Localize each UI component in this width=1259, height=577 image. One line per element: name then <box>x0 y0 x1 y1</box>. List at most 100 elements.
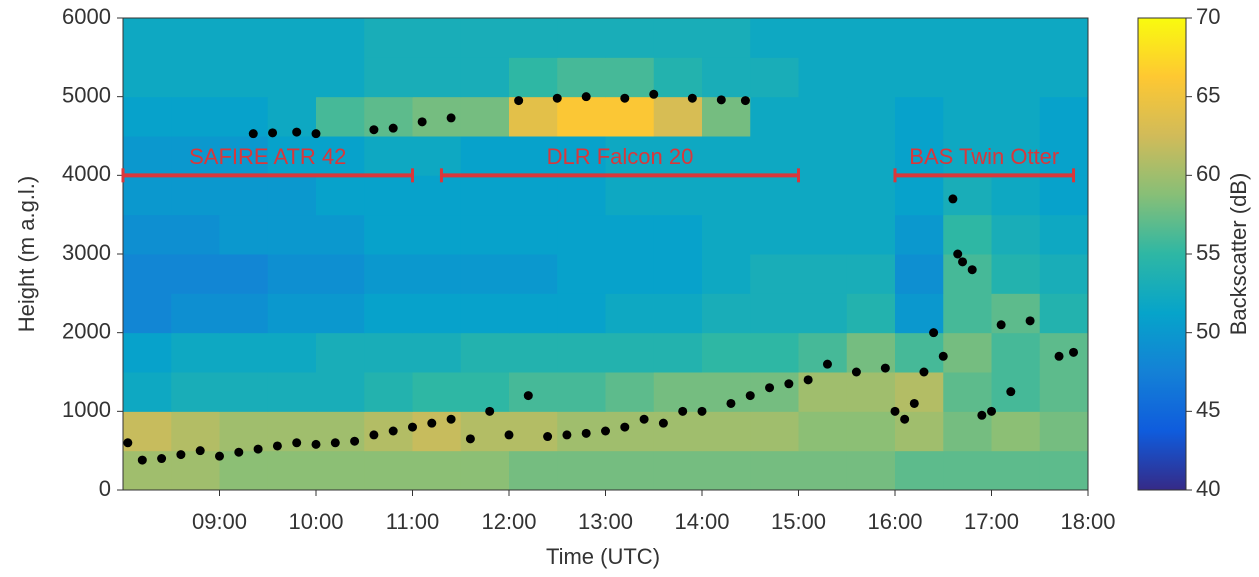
cloud-base-point <box>620 93 630 103</box>
cloud-base-point <box>176 450 186 460</box>
heatmap-cell <box>702 57 751 98</box>
colorbar-tick-label: 65 <box>1196 82 1220 107</box>
heatmap-cell <box>171 175 220 216</box>
y-axis-title: Height (m a.g.l.) <box>14 176 39 333</box>
cloud-base-point <box>1025 316 1035 326</box>
x-tick-label: 10:00 <box>288 509 343 534</box>
heatmap-cell <box>460 96 510 137</box>
cloud-base-point <box>958 257 968 267</box>
cloud-base-point <box>137 455 147 465</box>
heatmap-cell <box>219 293 269 334</box>
heatmap-cell <box>460 214 510 255</box>
y-tick-label: 5000 <box>62 82 111 107</box>
heatmap-cell <box>219 175 269 216</box>
heatmap-cell <box>702 372 751 412</box>
heatmap-cell <box>267 214 317 255</box>
heatmap-cell <box>750 372 799 412</box>
heatmap-cell <box>750 18 799 58</box>
cloud-base-point <box>465 434 475 444</box>
cloud-base-point <box>562 430 572 440</box>
heatmap-cell <box>605 96 655 137</box>
heatmap-cell <box>1039 293 1089 334</box>
heatmap-cell <box>460 136 510 176</box>
heatmap-cell <box>219 411 269 452</box>
heatmap-cell <box>460 450 510 491</box>
cloud-base-point <box>427 418 437 428</box>
heatmap-cell <box>798 96 848 137</box>
heatmap-cell <box>509 450 558 491</box>
heatmap-cell <box>1039 136 1089 176</box>
cloud-base-point <box>292 438 302 448</box>
heatmap-cell <box>557 136 606 176</box>
cloud-base-point <box>350 436 360 446</box>
heatmap-cell <box>267 450 317 491</box>
cloud-base-point <box>552 93 562 103</box>
heatmap-cell <box>219 450 269 491</box>
cloud-base-point <box>909 398 919 408</box>
heatmap-cell <box>943 18 992 58</box>
heatmap-cell <box>798 332 848 373</box>
heatmap-cell <box>171 293 220 334</box>
heatmap-cell <box>895 214 944 255</box>
colorbar-tick-label: 60 <box>1196 161 1220 186</box>
heatmap-cell <box>509 175 558 216</box>
heatmap <box>123 18 1089 491</box>
heatmap-cell <box>702 254 751 294</box>
heatmap-cell <box>412 18 462 58</box>
heatmap-cell <box>653 57 703 98</box>
heatmap-cell <box>267 293 317 334</box>
heatmap-cell <box>557 214 606 255</box>
heatmap-cell <box>364 18 413 58</box>
cloud-base-point <box>649 89 659 99</box>
heatmap-cell <box>171 254 220 294</box>
cloud-base-point <box>369 125 379 135</box>
heatmap-cell <box>509 136 558 176</box>
heatmap-cell <box>364 214 413 255</box>
heatmap-cell <box>653 411 703 452</box>
heatmap-cell <box>509 18 558 58</box>
heatmap-cell <box>702 136 751 176</box>
cloud-base-point <box>369 430 379 440</box>
x-tick-label: 16:00 <box>867 509 922 534</box>
heatmap-cell <box>364 372 413 412</box>
heatmap-cell <box>316 18 365 58</box>
heatmap-cell <box>798 214 848 255</box>
heatmap-cell <box>943 450 992 491</box>
heatmap-cell <box>750 332 799 373</box>
heatmap-cell <box>557 254 606 294</box>
heatmap-cell <box>653 214 703 255</box>
heatmap-cell <box>219 18 269 58</box>
heatmap-cell <box>171 57 220 98</box>
heatmap-cell <box>1039 372 1089 412</box>
cloud-base-point <box>417 117 427 127</box>
heatmap-cell <box>412 136 462 176</box>
cloud-base-point <box>504 430 514 440</box>
cloud-base-point <box>446 414 456 424</box>
heatmap-cell <box>267 18 317 58</box>
colorbar-tick-label: 50 <box>1196 318 1220 343</box>
heatmap-cell <box>798 293 848 334</box>
heatmap-cell <box>123 214 172 255</box>
heatmap-cell <box>846 293 896 334</box>
heatmap-cell <box>943 214 992 255</box>
cloud-base-point <box>929 328 939 338</box>
heatmap-cell <box>895 18 944 58</box>
heatmap-cell <box>460 293 510 334</box>
heatmap-cell <box>895 254 944 294</box>
heatmap-cell <box>605 450 655 491</box>
heatmap-cell <box>460 332 510 373</box>
heatmap-cell <box>653 450 703 491</box>
heatmap-cell <box>219 254 269 294</box>
cloud-base-point <box>253 444 263 454</box>
heatmap-cell <box>798 136 848 176</box>
heatmap-cell <box>1039 332 1089 373</box>
heatmap-cell <box>895 332 944 373</box>
heatmap-cell <box>557 372 606 412</box>
x-tick-label: 13:00 <box>578 509 633 534</box>
heatmap-cell <box>846 214 896 255</box>
cloud-base-point <box>765 383 775 393</box>
heatmap-cell <box>267 254 317 294</box>
cloud-base-point <box>678 406 688 416</box>
heatmap-cell <box>943 57 992 98</box>
heatmap-cell <box>509 214 558 255</box>
